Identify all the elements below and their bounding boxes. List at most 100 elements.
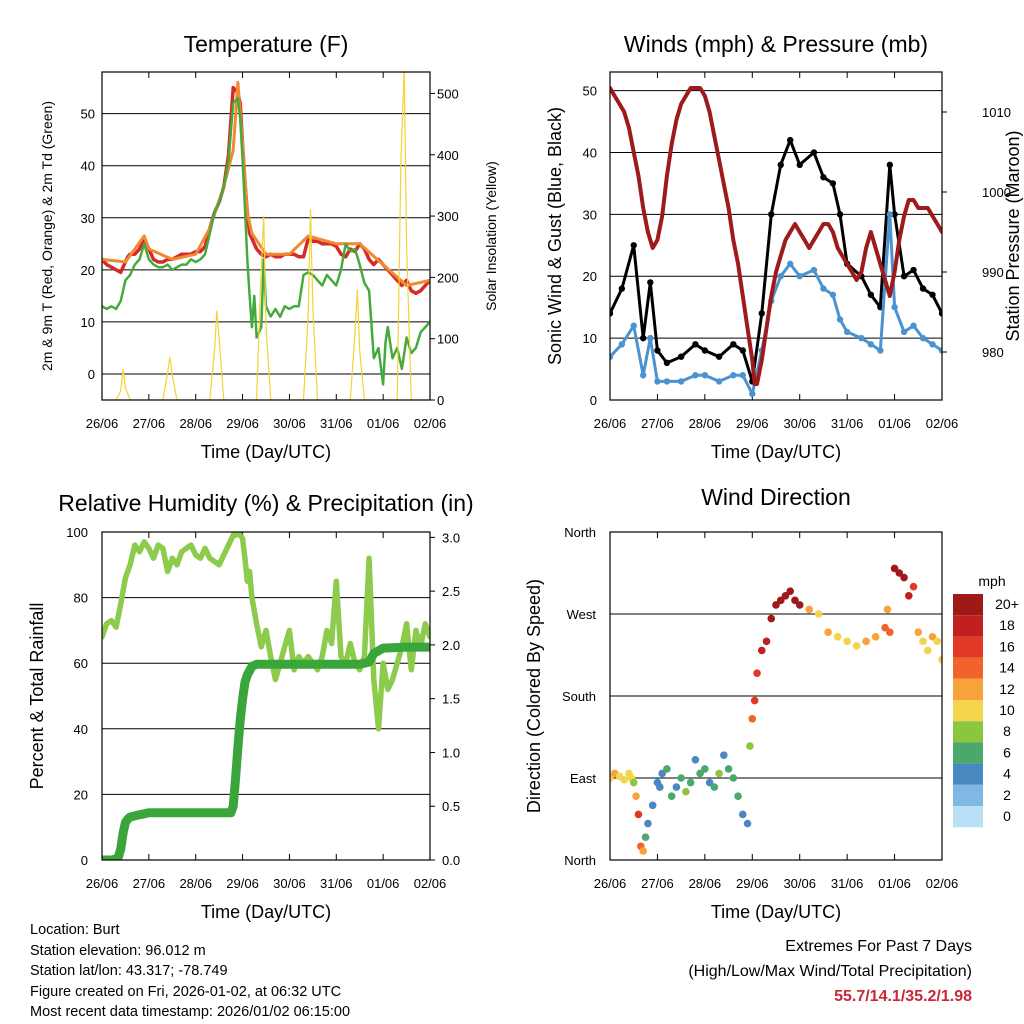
humidity-y2-tick-label: 1.0 xyxy=(442,745,460,760)
humidity-x-tick-label: 29/06 xyxy=(226,876,259,891)
direction-direction-point xyxy=(701,765,709,773)
direction-direction-point xyxy=(729,774,738,782)
direction-direction-point xyxy=(938,655,942,664)
direction-direction-point xyxy=(883,605,892,614)
humidity-y-tick-label: 60 xyxy=(74,656,88,671)
direction-direction-point xyxy=(914,628,923,637)
direction-direction-point xyxy=(663,765,671,773)
direction-direction-point xyxy=(641,833,650,842)
humidity-title: Relative Humidity (%) & Precipitation (i… xyxy=(58,490,473,516)
direction-y-tick-label: North xyxy=(564,853,596,868)
temperature-frame xyxy=(101,71,431,401)
winds-y-tick-label: 40 xyxy=(583,145,597,160)
direction-direction-point xyxy=(786,587,795,596)
direction-direction-point xyxy=(762,637,771,646)
temperature-x-tick-label: 28/06 xyxy=(179,416,212,431)
speed-legend-swatch xyxy=(953,806,983,828)
speed-legend-swatch xyxy=(953,657,983,679)
temperature-x-tick-label: 27/06 xyxy=(133,416,166,431)
direction-direction-point xyxy=(720,751,728,760)
extremes-title: Extremes For Past 7 Days xyxy=(785,938,972,955)
humidity-x-tick-label: 31/06 xyxy=(320,876,353,891)
speed-legend-label: 6 xyxy=(1003,744,1011,760)
speed-legend-label: 4 xyxy=(1003,766,1011,782)
direction-direction-point xyxy=(696,769,704,778)
humidity-x-tick-label: 02/06 xyxy=(414,876,447,891)
temperature-y2-tick-label: 400 xyxy=(437,148,459,163)
direction-x-tick-label: 31/06 xyxy=(831,876,864,891)
direction-direction-point xyxy=(772,601,780,609)
direction-direction-point xyxy=(753,669,761,678)
winds-plot-area xyxy=(610,86,942,398)
direction-direction-point xyxy=(620,776,629,784)
winds-x-tick-label: 28/06 xyxy=(689,416,722,431)
winds-station-pressure-line xyxy=(610,86,942,386)
humidity-x-label: Time (Day/UTC) xyxy=(201,902,331,922)
direction-y-tick-label: East xyxy=(570,771,596,786)
speed-legend-swatch xyxy=(953,615,983,637)
humidity-plot-area xyxy=(102,532,430,860)
station-elevation: Station elevation: 96.012 m xyxy=(30,942,206,959)
direction-direction-point xyxy=(629,778,638,787)
humidity-total-precipitation-line xyxy=(102,642,430,860)
direction-direction-point xyxy=(895,569,904,577)
winds-title: Winds (mph) & Pressure (mb) xyxy=(624,31,928,57)
direction-x-tick-label: 28/06 xyxy=(689,876,722,891)
direction-y-tick-label: South xyxy=(562,689,596,704)
temperature-plot-area xyxy=(102,72,430,400)
winds-y-tick-label: 10 xyxy=(583,331,597,346)
winds-x-tick-label: 29/06 xyxy=(736,416,769,431)
humidity-y-tick-label: 100 xyxy=(66,525,88,540)
direction-x-tick-label: 27/06 xyxy=(641,876,674,891)
humidity-y-tick-label: 40 xyxy=(74,722,88,737)
direction-direction-point xyxy=(739,810,747,819)
winds-gust-line xyxy=(610,138,942,383)
winds-y2-label: Station Pressure (Maroon) xyxy=(1003,130,1023,341)
winds-y2-tick-label: 1010 xyxy=(982,105,1011,120)
speed-legend-swatch xyxy=(953,594,983,616)
winds-sonic-wind-line xyxy=(610,212,942,396)
station-latlon: Station lat/lon: 43.317; -78.749 xyxy=(30,963,228,979)
direction-direction-point xyxy=(734,792,742,801)
temperature-y2-tick-label: 200 xyxy=(437,270,459,285)
direction-direction-point xyxy=(886,628,894,637)
winds-y-tick-label: 50 xyxy=(583,84,597,99)
winds-y2-tick-label: 990 xyxy=(982,265,1004,280)
direction-direction-point xyxy=(667,792,676,801)
direction-direction-point xyxy=(757,646,766,655)
winds-x-tick-label: 27/06 xyxy=(641,416,674,431)
humidity-x-tick-label: 28/06 xyxy=(179,876,212,891)
winds-y-tick-label: 20 xyxy=(583,269,597,284)
speed-legend-label: 0 xyxy=(1003,808,1011,824)
temperature-x-label: Time (Day/UTC) xyxy=(201,442,331,462)
humidity-y2-tick-label: 2.0 xyxy=(442,638,460,653)
temperature-x-tick-label: 01/06 xyxy=(367,416,400,431)
winds-y-tick-label: 0 xyxy=(590,393,597,408)
temperature-y2-tick-label: 500 xyxy=(437,86,459,101)
direction-direction-point xyxy=(750,696,759,705)
speed-legend-label: 20+ xyxy=(995,596,1019,612)
humidity-y-label: Percent & Total Rainfall xyxy=(27,603,47,790)
direction-y-tick-label: West xyxy=(567,607,597,622)
temperature-y-tick-label: 0 xyxy=(88,367,95,382)
direction-direction-point xyxy=(715,769,723,778)
temperature-y2-tick-label: 300 xyxy=(437,209,459,224)
humidity-frame xyxy=(101,531,431,861)
direction-direction-point xyxy=(705,778,714,787)
direction-direction-point xyxy=(871,632,880,641)
humidity-y2-tick-label: 2.5 xyxy=(442,584,460,599)
winds-x-tick-label: 26/06 xyxy=(594,416,627,431)
station-info: Location: Burt Station elevation: 96.012… xyxy=(30,920,350,1023)
temperature-y-tick-label: 40 xyxy=(81,159,95,174)
direction-y-label: Direction (Colored By Speed) xyxy=(524,579,544,813)
direction-plot-area xyxy=(610,564,942,855)
direction-direction-point xyxy=(923,646,932,655)
winds-y2-tick-label: 980 xyxy=(982,345,1004,360)
winds-y-label: Sonic Wind & Gust (Blue, Black) xyxy=(545,107,565,365)
direction-direction-point xyxy=(852,642,861,650)
direction-direction-point xyxy=(781,591,790,600)
temperature-y-tick-label: 10 xyxy=(81,315,95,330)
temperature-y-label: 2m & 9m T (Red, Orange) & 2m Td (Green) xyxy=(39,101,55,371)
winds-x-tick-label: 01/06 xyxy=(878,416,911,431)
